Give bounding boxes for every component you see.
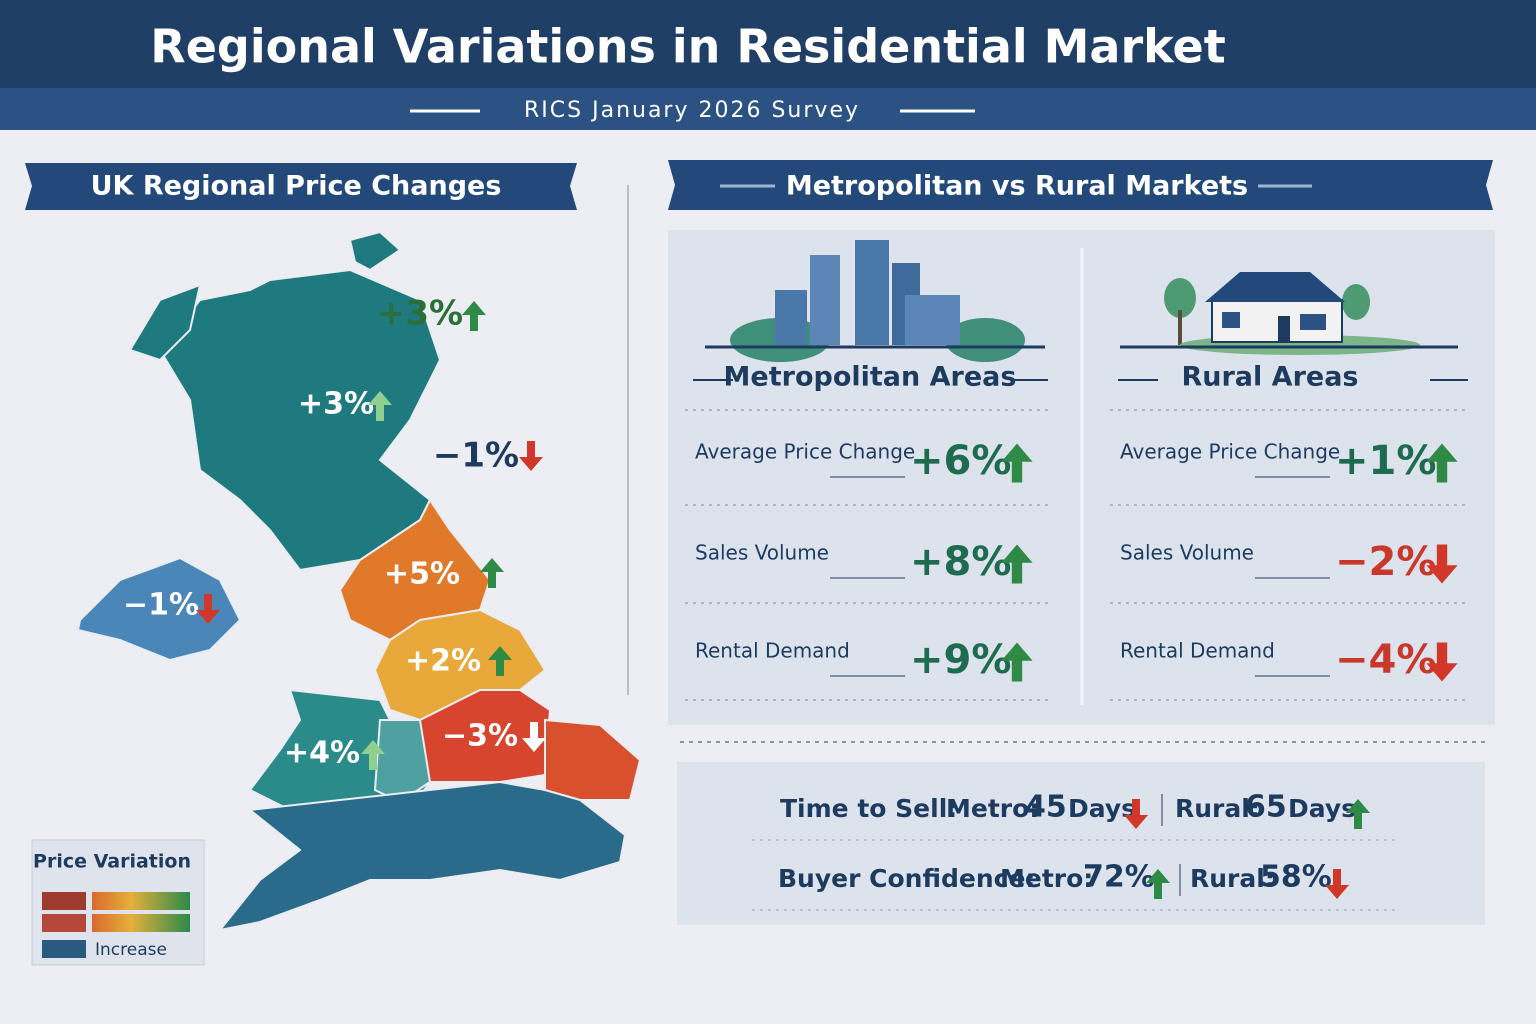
islands bbox=[348, 230, 402, 272]
region-label: +3% bbox=[377, 294, 463, 334]
banner bbox=[668, 160, 1493, 210]
arrow-icon bbox=[522, 722, 546, 752]
legend-swatch bbox=[42, 892, 86, 910]
map-title: UK Regional Price Changes bbox=[91, 171, 502, 202]
summary-label: Time to Sell: bbox=[780, 794, 957, 823]
arrow-icon bbox=[1426, 544, 1458, 584]
arrow-icon bbox=[488, 646, 512, 676]
arrow-icon bbox=[1146, 869, 1170, 899]
region-east bbox=[544, 718, 642, 801]
arrow-icon bbox=[519, 441, 543, 471]
row-value: +9% bbox=[910, 637, 1011, 683]
summary-unit: Days bbox=[1288, 794, 1356, 823]
row-value: +1% bbox=[1335, 438, 1436, 484]
region-northern-ireland bbox=[76, 556, 242, 662]
summary-unit: Days bbox=[1068, 794, 1136, 823]
arrow-icon bbox=[1346, 799, 1370, 829]
summary-rural-label: Rural: bbox=[1175, 794, 1260, 823]
row-label: Rental Demand bbox=[695, 639, 850, 663]
subtitle: RICS January 2026 Survey bbox=[524, 98, 860, 123]
arrow-icon bbox=[1325, 869, 1349, 899]
arrow-icon bbox=[1426, 642, 1458, 682]
row-value: +8% bbox=[910, 539, 1011, 585]
arrow-icon bbox=[196, 594, 220, 624]
column-title: Rural Areas bbox=[1181, 362, 1358, 393]
region-label: +4% bbox=[284, 736, 360, 771]
arrow-icon bbox=[1001, 642, 1033, 682]
region-label: −1% bbox=[123, 588, 199, 623]
legend-swatch bbox=[42, 940, 86, 958]
column-title: Metropolitan Areas bbox=[724, 362, 1017, 393]
summary-metro-label: Metro: bbox=[946, 794, 1039, 823]
region-label: −3% bbox=[442, 719, 518, 754]
region-south bbox=[217, 780, 627, 932]
arrow-icon bbox=[1001, 443, 1033, 483]
arrow-icon bbox=[480, 558, 504, 588]
title: Regional Variations in Residential Marke… bbox=[150, 20, 1225, 74]
summary-panel bbox=[677, 762, 1485, 925]
arrow-icon bbox=[361, 740, 385, 770]
legend-swatch bbox=[92, 892, 190, 910]
row-label: Average Price Change bbox=[695, 440, 915, 464]
banner bbox=[25, 163, 577, 210]
summary-metro-value: 45 bbox=[1025, 790, 1067, 825]
arrow-icon bbox=[1426, 443, 1458, 483]
arrow-icon bbox=[462, 301, 486, 331]
islands bbox=[128, 283, 202, 362]
row-label: Sales Volume bbox=[695, 541, 829, 565]
region-label: +3% bbox=[298, 387, 374, 422]
summary-rural-value: 65 bbox=[1245, 790, 1287, 825]
row-label: Sales Volume bbox=[1120, 541, 1254, 565]
legend-title: Price Variation bbox=[33, 851, 191, 873]
legend-swatch bbox=[42, 914, 86, 932]
row-value: −2% bbox=[1335, 539, 1436, 585]
region-label: +2% bbox=[405, 644, 481, 679]
summary-label: Buyer Confidence: bbox=[778, 864, 1035, 893]
region-label: −1% bbox=[433, 436, 519, 476]
comparison-title: Metropolitan vs Rural Markets bbox=[786, 171, 1248, 202]
region-label: +5% bbox=[384, 557, 460, 592]
city-icon bbox=[705, 240, 1045, 362]
house-icon bbox=[1120, 272, 1458, 355]
summary-rural-label: Rural: bbox=[1190, 864, 1275, 893]
uk-map bbox=[76, 230, 642, 932]
arrow-icon bbox=[368, 391, 392, 421]
row-value: −4% bbox=[1335, 637, 1436, 683]
legend-label: Increase bbox=[95, 940, 167, 960]
arrow-icon bbox=[1001, 544, 1033, 584]
summary-rural-value: 58% bbox=[1260, 860, 1332, 895]
subtitle-band bbox=[0, 88, 1536, 130]
row-label: Average Price Change bbox=[1120, 440, 1340, 464]
summary-metro-label: Metro: bbox=[1000, 864, 1093, 893]
summary-metro-value: 72% bbox=[1083, 860, 1155, 895]
arrow-icon bbox=[1124, 799, 1148, 829]
row-value: +6% bbox=[910, 438, 1011, 484]
row-label: Rental Demand bbox=[1120, 639, 1275, 663]
legend-swatch bbox=[92, 914, 190, 932]
